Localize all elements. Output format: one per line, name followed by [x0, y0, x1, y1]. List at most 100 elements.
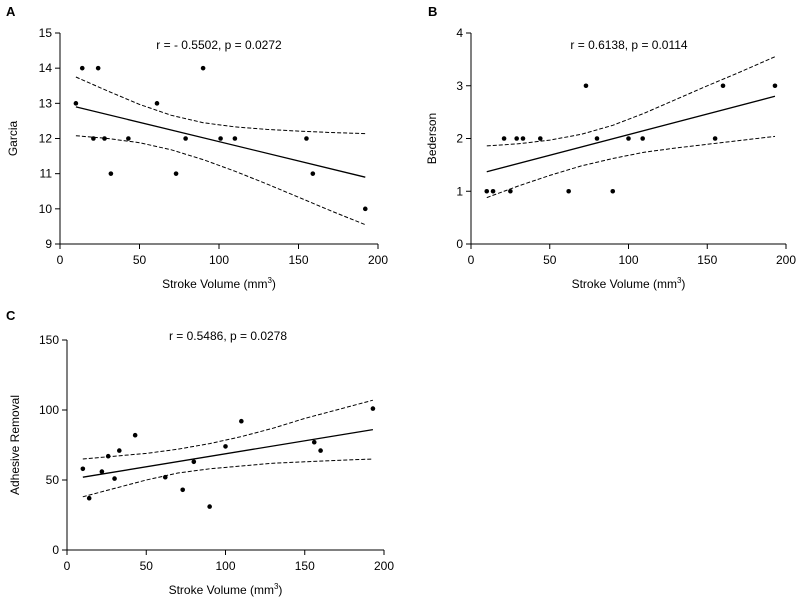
data-point-a — [304, 136, 309, 141]
data-point-b — [712, 136, 718, 141]
data-point-a — [126, 136, 131, 141]
regression-line-c — [82, 428, 374, 478]
data-point-a — [79, 65, 85, 71]
data-point-b — [520, 136, 526, 141]
x-axis-label-close: ) — [272, 277, 276, 291]
data-point-b — [484, 188, 490, 194]
panel-letter-c: C — [6, 308, 16, 323]
x-axis-label-close: ) — [681, 277, 685, 291]
data-point-a — [102, 136, 107, 141]
data-point-a — [108, 171, 114, 176]
data-point-b — [514, 136, 519, 141]
data-point-b — [626, 136, 631, 141]
x-tick-label-b: 150 — [697, 253, 717, 267]
x-tick-label-a: 200 — [368, 253, 388, 267]
stat-annotation-a: r = - 0.5502, p = 0.0272 — [156, 38, 282, 52]
panel-c: C 0 50 100 150 200 0 50 100 150 Stroke Volume (mm3… — [6, 308, 394, 597]
data-point-c — [99, 469, 105, 474]
data-point-c — [132, 432, 138, 438]
data-point-c — [80, 466, 86, 472]
panel-letter-b: B — [428, 4, 437, 19]
data-point-b — [720, 83, 726, 89]
ci-lower-line-b — [486, 135, 776, 199]
y-tick-label-a: 9 — [45, 237, 52, 251]
y-tick-label-b: 1 — [456, 184, 463, 198]
y-axis-label-b: Bederson — [425, 113, 439, 164]
x-axis-label-c: Stroke Volume (mm3) — [169, 582, 283, 597]
y-tick-label-b: 2 — [456, 132, 463, 146]
panel-letter-a: A — [6, 4, 16, 19]
ci-lower-line-a — [75, 135, 366, 226]
y-tick-label-a: 15 — [39, 26, 53, 40]
regression-line-b — [486, 95, 776, 173]
x-tick-label-a: 50 — [133, 253, 147, 267]
data-point-c — [191, 459, 197, 465]
y-tick-label-c: 50 — [46, 473, 60, 487]
y-tick-label-a: 11 — [40, 167, 53, 181]
data-point-b — [566, 188, 571, 194]
ci-upper-line-b — [486, 56, 776, 147]
data-point-a — [95, 65, 101, 71]
data-point-b — [490, 188, 496, 194]
data-point-c — [180, 487, 186, 493]
x-axis-label-text: Stroke Volume (mm — [162, 277, 267, 291]
data-point-b — [772, 83, 778, 89]
y-tick-label-a: 12 — [39, 132, 53, 146]
data-point-c — [370, 406, 376, 411]
data-point-c — [223, 444, 228, 449]
data-point-b — [610, 188, 616, 194]
data-point-a — [154, 101, 160, 106]
x-tick-label-c: 200 — [374, 559, 394, 573]
x-tick-label-c: 100 — [215, 559, 235, 573]
data-point-c — [207, 504, 212, 509]
stat-annotation-c: r = 0.5486, p = 0.0278 — [169, 329, 287, 343]
data-point-c — [112, 476, 117, 481]
data-point-b — [538, 136, 543, 141]
data-point-b — [501, 136, 507, 141]
x-tick-label-a: 100 — [209, 253, 229, 267]
x-axis-label-superscript: 3 — [677, 276, 682, 285]
x-axis-label-b: Stroke Volume (mm3) — [572, 276, 686, 291]
y-tick-label-a: 13 — [39, 96, 53, 110]
panel-a: A 0 50 100 150 200 9 10 11 12 13 14 15 Stroke Volume … — [6, 4, 388, 291]
x-tick-label-b: 0 — [468, 253, 475, 267]
y-tick-label-b: 0 — [456, 237, 463, 251]
x-tick-label-c: 0 — [64, 559, 71, 573]
x-axis-label-text: Stroke Volume (mm — [572, 277, 677, 291]
data-point-b — [583, 83, 589, 89]
data-point-c — [117, 448, 122, 453]
data-point-c — [105, 453, 111, 459]
data-point-b — [594, 136, 600, 141]
data-point-c — [239, 418, 244, 424]
y-axis-label-a: Garcia — [6, 121, 20, 157]
data-point-c — [311, 439, 317, 445]
data-point-c — [162, 474, 168, 480]
data-point-c — [318, 448, 323, 453]
data-point-a — [183, 136, 188, 141]
data-point-a — [91, 136, 96, 141]
x-tick-label-b: 100 — [618, 253, 638, 267]
data-point-a — [73, 101, 79, 106]
data-point-a — [200, 65, 206, 71]
y-tick-label-c: 150 — [39, 333, 59, 347]
data-point-a — [310, 171, 316, 176]
ci-upper-line-a — [75, 76, 366, 135]
y-tick-label-b: 4 — [456, 26, 463, 40]
data-point-b — [508, 188, 513, 194]
x-axis-label-a: Stroke Volume (mm3) — [162, 276, 276, 291]
x-tick-label-c: 150 — [295, 559, 315, 573]
stat-annotation-b: r = 0.6138, p = 0.0114 — [570, 38, 688, 52]
y-tick-label-c: 0 — [52, 543, 59, 557]
data-point-a — [362, 206, 368, 212]
x-tick-label-a: 0 — [57, 253, 64, 267]
ci-lower-line-c — [82, 458, 373, 498]
x-axis-label-text: Stroke Volume (mm — [169, 583, 274, 597]
data-point-a — [232, 136, 238, 141]
x-axis-label-superscript: 3 — [267, 276, 272, 285]
data-point-b — [640, 136, 645, 141]
x-tick-label-c: 50 — [140, 559, 154, 573]
y-tick-label-a: 10 — [39, 202, 53, 216]
y-tick-label-a: 14 — [39, 61, 53, 75]
